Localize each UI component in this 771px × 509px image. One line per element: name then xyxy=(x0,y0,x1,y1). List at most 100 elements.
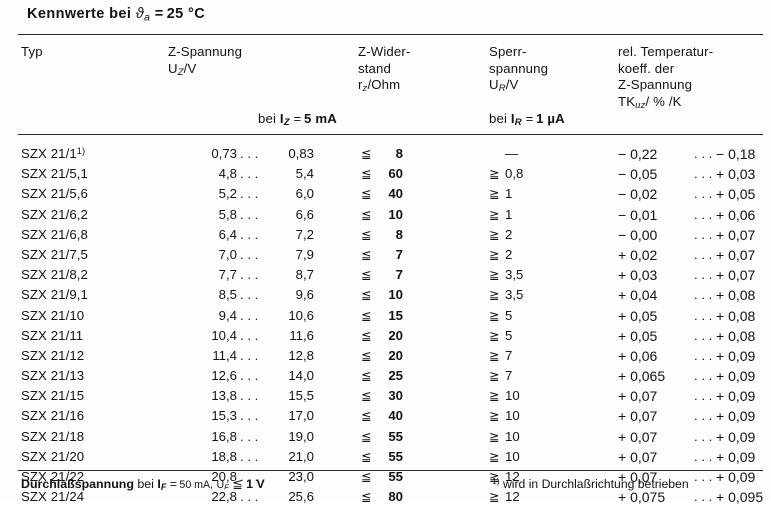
cell-typ: SZX 21/10 xyxy=(21,307,85,323)
title-value: 25 °C xyxy=(166,6,206,22)
cell-uz-max: 7,9 xyxy=(295,246,314,262)
cell-uz-max: 6,0 xyxy=(295,186,314,202)
cell-tk-min: + 0,065 xyxy=(618,368,666,385)
cell-tk-min: + 0,04 xyxy=(618,287,658,304)
table-rule-top xyxy=(18,34,763,36)
cell-rz-value: 55 xyxy=(388,469,403,484)
cell-tk-min: + 0,02 xyxy=(618,246,658,263)
cell-tk-min: − 0,00 xyxy=(618,226,658,243)
cell-ur-value: 2 xyxy=(505,246,513,262)
cell-uz-max: 10,6 xyxy=(288,307,314,323)
cell-tk-min: + 0,07 xyxy=(618,448,658,465)
cell-rz-operator: ≦ xyxy=(361,429,372,444)
cell-ur-operator: ≧ xyxy=(489,247,500,262)
cell-ur-value: 7 xyxy=(505,368,513,384)
cell-tk-ellipsis: . . . xyxy=(694,327,713,343)
cell-uz-ellipsis: . . . xyxy=(240,246,259,262)
cell-ur-operator: ≧ xyxy=(489,268,500,283)
table-rule-bottom xyxy=(18,470,763,472)
table-row: SZX 21/6,2 5,8. . . 6,6 ≦ 10 ≧ 1− 0,01. . . + 0… xyxy=(0,207,771,227)
cell-uz-min: 6,4 xyxy=(218,226,237,242)
test-condition-iz: bei IZ = 5 mA xyxy=(258,111,337,129)
cell-tk-min: − 0,01 xyxy=(618,206,658,223)
cell-tk-max: + 0,09 xyxy=(716,448,756,465)
cell-uz-ellipsis: . . . xyxy=(240,368,259,384)
cell-uz-min: 7,0 xyxy=(218,246,237,262)
table-row: SZX 21/7,5 7,0. . . 7,9 ≦ 7 ≧ 2 + 0,02. . . + 0,… xyxy=(0,247,771,267)
table-row: SZX 21/5,6 5,2. . . 6,0 ≦ 40 ≧ 1− 0,02. . . + 0… xyxy=(0,186,771,206)
cell-ur-value: 5 xyxy=(505,307,513,323)
title-equals: = xyxy=(154,6,164,22)
cell-uz-min: 7,7 xyxy=(218,267,237,283)
cell-uz-max: 5,4 xyxy=(295,166,314,182)
cell-ur-operator: ≧ xyxy=(489,490,500,505)
cell-uz-ellipsis: . . . xyxy=(240,408,259,424)
table-row: SZX 21/11 10,4. . . 11,6 ≦ 20 ≧ 5 + 0,05. . . + … xyxy=(0,328,771,348)
table-row: SZX 21/15 13,8. . . 15,5 ≦ 30 ≧ 10 + 0,07. . . +… xyxy=(0,388,771,408)
cell-typ: SZX 21/12 xyxy=(21,347,85,363)
cell-ur-operator: ≧ xyxy=(489,187,500,202)
cell-rz-value: 7 xyxy=(395,267,403,283)
table-row: SZX 21/8,2 7,7. . . 8,7 ≦ 7 ≧ 3,5 + 0,03. . . + … xyxy=(0,267,771,287)
cell-ur-value: 3,5 xyxy=(505,267,524,283)
cell-ur-operator: ≧ xyxy=(489,470,500,484)
cell-tk-min: + 0,05 xyxy=(618,307,658,324)
cell-rz-value: 55 xyxy=(388,428,403,444)
cell-tk-min: + 0,075 xyxy=(618,489,666,506)
cell-rz-value: 20 xyxy=(388,327,403,343)
cell-ur-value: 12 xyxy=(505,469,520,484)
column-header-typ: Typ xyxy=(21,44,43,59)
cell-ur-operator: ≧ xyxy=(489,207,500,222)
footnote-forward-voltage: Durchlaßspannung bei IF = 50 mA, UF ≦ 1 … xyxy=(21,477,265,492)
cell-typ: SZX 21/9,1 xyxy=(21,287,88,303)
cell-tk-ellipsis: . . . xyxy=(694,166,713,182)
cell-typ: SZX 21/5,1 xyxy=(21,166,88,182)
cell-rz-operator: ≦ xyxy=(361,207,372,222)
cell-uz-max: 12,8 xyxy=(288,347,314,363)
cell-tk-ellipsis: . . . xyxy=(694,186,713,202)
table-row: SZX 21/22 20,8. . . 23,0 ≦ 55 ≧ 12 + 0,07. . . +… xyxy=(0,469,771,489)
cell-rz-operator: ≦ xyxy=(361,147,372,161)
cell-ur-value: 10 xyxy=(505,428,520,444)
cell-rz-value: 40 xyxy=(388,408,403,424)
cell-ur-operator: ≧ xyxy=(489,409,500,424)
cell-ur-operator: ≧ xyxy=(489,167,500,182)
cell-rz-operator: ≦ xyxy=(361,348,372,363)
cell-ur-value: 5 xyxy=(505,327,513,343)
cell-tk-min: + 0,07 xyxy=(618,408,658,425)
cell-tk-max: + 0,08 xyxy=(716,327,756,344)
cell-tk-ellipsis: . . . xyxy=(694,226,713,242)
cell-uz-max: 15,5 xyxy=(288,388,314,404)
cell-uz-max: 6,6 xyxy=(295,206,314,222)
cell-typ: SZX 21/18 xyxy=(21,428,85,444)
cell-tk-ellipsis: . . . xyxy=(694,408,713,424)
page-title: Kennwerte bei ϑa = 25 °C xyxy=(27,6,205,23)
cell-rz-value: 7 xyxy=(395,246,403,262)
cell-uz-min: 10,4 xyxy=(211,327,237,343)
cell-uz-min: 5,8 xyxy=(218,206,237,222)
cell-uz-ellipsis: . . . xyxy=(240,267,259,283)
title-prefix: Kennwerte bei xyxy=(27,6,132,22)
cell-tk-min: + 0,07 xyxy=(618,428,658,445)
table-row: SZX 21/24 22,8. . . 25,6 ≦ 80 ≧ 12 + 0,075. . .… xyxy=(0,489,771,509)
column-header-temperaturkoeffizient: rel. Temperatur- koeff. der Z-Spannung T… xyxy=(618,44,714,111)
table-row: SZX 21/18 16,8. . . 19,0 ≦ 55 ≧ 10 + 0,07. . . +… xyxy=(0,429,771,449)
cell-ur-operator: ≧ xyxy=(489,429,500,444)
cell-rz-value: 30 xyxy=(388,388,403,404)
cell-typ: SZX 21/15 xyxy=(21,388,85,404)
cell-rz-operator: ≦ xyxy=(361,167,372,182)
cell-typ: SZX 21/6,8 xyxy=(21,226,88,242)
column-header-z-spannung: Z-Spannung UZ/V xyxy=(168,44,243,78)
cell-uz-ellipsis: . . . xyxy=(240,287,259,303)
cell-uz-max: 9,6 xyxy=(295,287,314,303)
cell-uz-ellipsis: . . . xyxy=(240,347,259,363)
cell-rz-operator: ≦ xyxy=(361,389,372,404)
cell-uz-max: 21,0 xyxy=(288,448,314,464)
cell-tk-ellipsis: . . . xyxy=(694,388,713,404)
cell-uz-ellipsis: . . . xyxy=(240,428,259,444)
cell-ur-operator: ≧ xyxy=(489,449,500,464)
cell-uz-max: 23,0 xyxy=(288,469,314,484)
cell-tk-max: + 0,095 xyxy=(716,489,764,506)
cell-uz-min: 13,8 xyxy=(211,388,237,404)
